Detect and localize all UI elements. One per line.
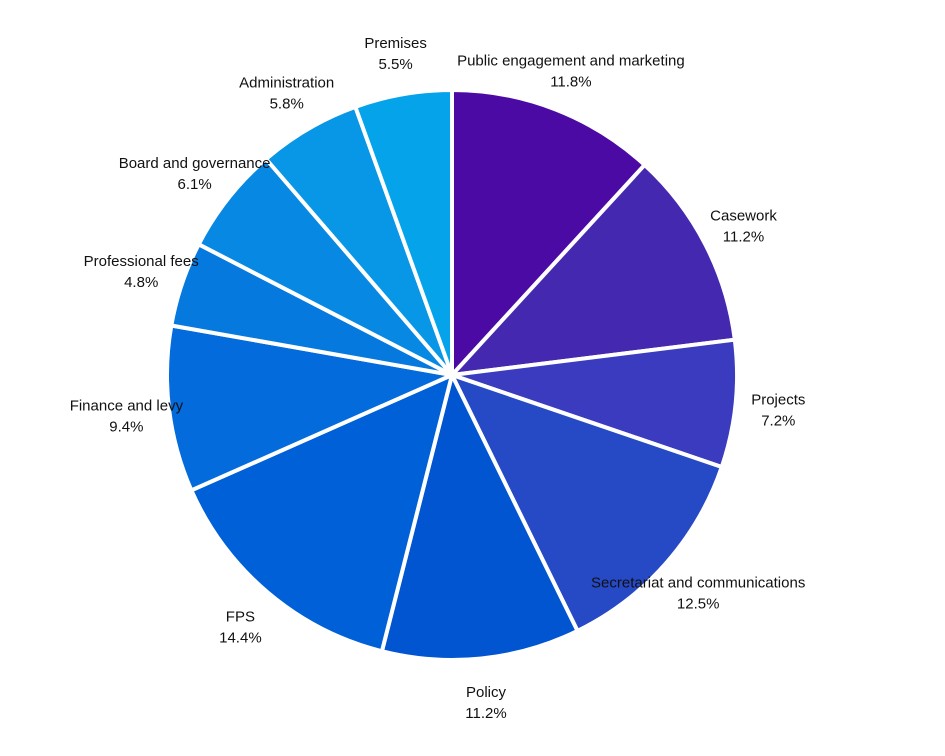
labels-layer: Public engagement and marketing 11.8% Case…	[70, 35, 806, 722]
pie-slice-secretariat-and-communications	[450, 373, 724, 633]
slice-value-label: 5.8%	[270, 96, 304, 113]
slice-label: Casework	[710, 208, 777, 225]
pie-slice-fps	[189, 373, 454, 654]
slice-label: Administration	[239, 75, 334, 92]
slice-label: Professional fees	[84, 253, 199, 270]
slice-label: Secretariat and communications	[591, 575, 805, 592]
pie-slice-policy	[379, 373, 580, 662]
slice-label: Projects	[751, 392, 805, 409]
pie-slice-casework	[450, 162, 737, 377]
slice-label: Finance and levy	[70, 398, 184, 415]
slice-value-label: 5.5%	[378, 56, 412, 73]
slice-value-label: 14.4%	[219, 630, 262, 647]
slice-label: Premises	[364, 35, 427, 52]
slice-value-label: 6.1%	[177, 176, 211, 193]
slice-value-label: 12.5%	[677, 596, 720, 613]
slice-value-label: 4.8%	[124, 274, 158, 291]
slices-layer	[165, 88, 739, 662]
slice-value-label: 9.4%	[109, 419, 143, 436]
slice-value-label: 11.2%	[723, 229, 764, 246]
pie-slice-public-engagement-and-marketing	[450, 88, 647, 377]
slice-label: FPS	[226, 609, 255, 626]
pie-slice-projects	[450, 337, 739, 469]
slice-value-label: 7.2%	[761, 413, 795, 430]
slice-value-label: 11.8%	[550, 73, 591, 90]
slice-label: Board and governance	[119, 155, 271, 172]
slice-value-label: 11.2%	[465, 705, 506, 722]
pie-slice-finance-and-levy	[165, 323, 454, 493]
pie-slice-premises	[353, 88, 454, 377]
slice-label: Public engagement and marketing	[457, 52, 685, 69]
slice-label: Policy	[466, 684, 507, 701]
